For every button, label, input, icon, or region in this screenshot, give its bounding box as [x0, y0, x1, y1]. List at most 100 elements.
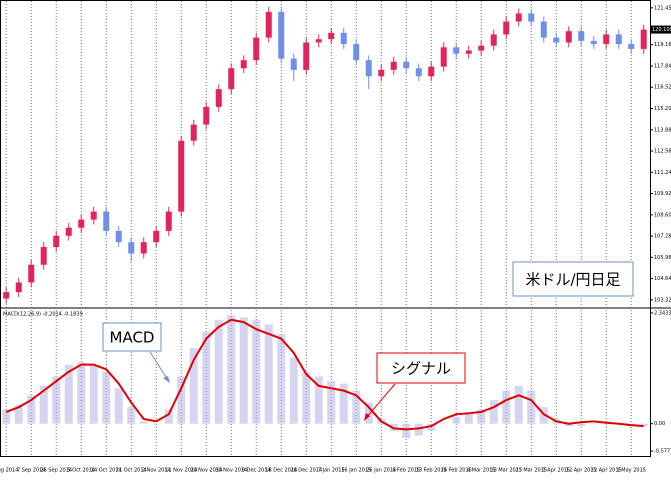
histogram-bar [214, 319, 223, 424]
x-tick-label: 9 Dec 2014 [242, 468, 271, 474]
histogram-bar [52, 376, 61, 424]
y-tick-label: 104.640 [654, 276, 671, 282]
histogram-bar [364, 402, 373, 424]
candle-body [78, 219, 85, 228]
histogram-bar [327, 381, 336, 424]
candle-body [490, 34, 497, 46]
histogram-bar [189, 348, 198, 424]
candle-body [515, 13, 522, 22]
x-tick-label: 22 Apr 2015 [591, 468, 622, 474]
histogram-bar [77, 362, 86, 424]
x-tick-label: 12 Apr 2015 [566, 468, 597, 474]
signal-line [5, 318, 644, 431]
histogram-bar [239, 317, 248, 424]
x-tick-label: 11 Nov 2014 [165, 468, 197, 474]
x-tick-label: 4 Mar 2015 [467, 468, 496, 474]
histogram-bar [302, 371, 311, 424]
histogram-bar [502, 390, 511, 424]
x-tick-label: 26 Jan 2015 [366, 468, 396, 474]
histogram-bar [514, 385, 523, 424]
histogram-bar [477, 409, 486, 424]
candle-body [228, 68, 235, 90]
histogram-bar [202, 331, 211, 424]
candle-body [478, 45, 485, 51]
histogram-bar [464, 411, 473, 424]
x-tick-label: 14 Oct 2014 [91, 468, 122, 474]
histogram-bar [39, 385, 48, 424]
annotation-box [376, 352, 466, 384]
indicator-label: MACD(12,26,9) -0.2014 -0.1839 [3, 312, 83, 318]
x-tick-label: 5 Oct 2014 [67, 468, 95, 474]
candle-body [215, 89, 222, 107]
candle-body [528, 13, 535, 22]
x-tick-label: 7 Jan 2015 [318, 468, 345, 474]
candle-body [578, 31, 585, 41]
candle-body [615, 34, 622, 45]
arrow-head [364, 413, 370, 421]
candle-body [103, 211, 110, 231]
price-label: 120.100 [652, 27, 671, 33]
histogram-bar [439, 423, 448, 425]
histogram-bar [527, 390, 536, 424]
x-tick-label: 1 May 2015 [617, 468, 646, 474]
annotation-box [102, 322, 162, 352]
plot-frame [0, 0, 651, 457]
arrow-head [163, 376, 170, 383]
histogram-bar [402, 423, 411, 438]
candle-body [465, 50, 472, 54]
histogram-bar [252, 319, 261, 424]
x-tick-label: 13 Mar 2015 [490, 468, 522, 474]
histogram-bar [139, 421, 148, 424]
candle-body [328, 32, 335, 40]
histogram-bar [64, 364, 73, 424]
histogram-bar [352, 390, 361, 424]
candle-body [415, 68, 422, 77]
candle-body [590, 40, 597, 45]
x-tick-label: 25 Sep 2014 [40, 468, 72, 474]
candle-body [553, 37, 560, 43]
candle-body [278, 11, 285, 59]
histogram-bar [164, 409, 173, 424]
candle-body [340, 32, 347, 45]
histogram-bar [277, 333, 286, 424]
candle-body [565, 31, 572, 43]
y-tick-label: 103.320 [654, 297, 671, 303]
candle-body [3, 292, 10, 299]
annotation-arrow [149, 351, 169, 381]
histogram-bar [389, 423, 398, 431]
candle-body [640, 29, 647, 49]
x-tick-label: 30 Nov 2014 [215, 468, 247, 474]
candle-body [178, 140, 185, 212]
x-tick-label: 4 Feb 2015 [392, 468, 420, 474]
histogram-bar [489, 400, 498, 424]
price-box [651, 25, 671, 34]
candle-body [53, 235, 60, 248]
x-tick-label: 20 Nov 2014 [190, 468, 222, 474]
candle-body [603, 34, 610, 45]
y-tick-label: 117.840 [654, 63, 671, 69]
candle-body [315, 39, 322, 43]
histogram-bar [264, 324, 273, 424]
candle-body [378, 69, 385, 77]
candle-body [203, 106, 210, 125]
candle-body [390, 61, 397, 70]
y-tick-label: 121.450 [654, 5, 671, 11]
histogram-bar [427, 423, 436, 431]
candle-body [403, 61, 410, 69]
histogram-bar [639, 423, 648, 427]
candle-body [440, 47, 447, 67]
y-tick-label: -0.5777 [654, 449, 671, 455]
candle-body [290, 58, 297, 70]
annotation: シグナル [391, 360, 451, 378]
x-tick-label: 13 Feb 2015 [416, 468, 447, 474]
x-tick-label: 23 Mar 2015 [515, 468, 547, 474]
y-tick-label: 2.3433 [654, 311, 671, 317]
y-tick-label: 109.920 [654, 191, 671, 197]
y-tick-label: 108.600 [654, 212, 671, 218]
candle-body [90, 211, 97, 220]
annotation: MACD [110, 329, 155, 347]
histogram-bar [227, 315, 236, 424]
histogram-bar [114, 388, 123, 424]
candle-body [190, 124, 197, 141]
